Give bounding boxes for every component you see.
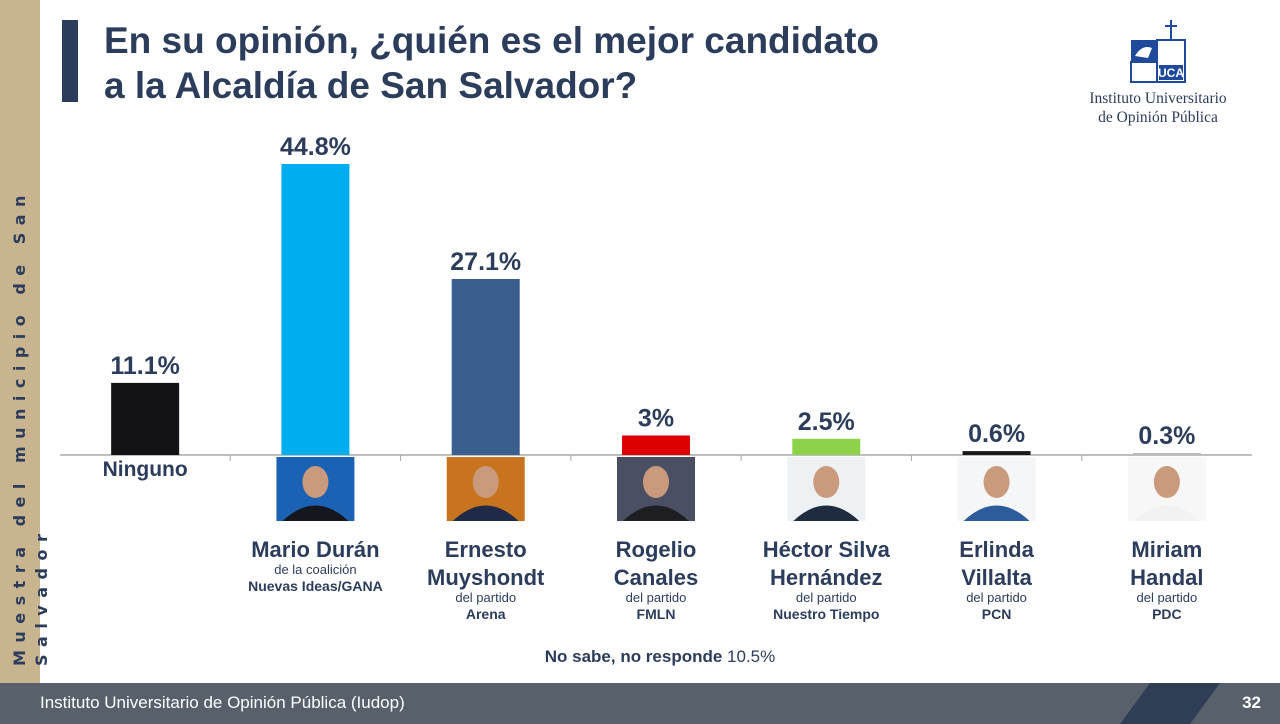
- photo-shoulders: [793, 505, 860, 521]
- candidate-name: Villalta: [961, 565, 1032, 590]
- party-prefix: del partido: [1136, 590, 1197, 605]
- page-number: 32: [1242, 693, 1261, 712]
- data-label: 44.8%: [280, 133, 351, 161]
- party-prefix: del partido: [796, 590, 857, 605]
- footer-text: Instituto Universitario de Opinión Públi…: [40, 693, 405, 712]
- party-prefix: del partido: [626, 590, 687, 605]
- candidate-name: Canales: [614, 565, 698, 590]
- party-prefix: del partido: [966, 590, 1027, 605]
- footnote: No sabe, no responde 10.5%: [545, 647, 776, 666]
- photo-face: [1153, 466, 1180, 498]
- party-name: PDC: [1152, 606, 1182, 622]
- logo-line-1: Instituto Universitario: [1089, 90, 1227, 107]
- photo-shoulders: [282, 505, 349, 521]
- photo-shoulders: [623, 505, 689, 521]
- candidate-name: Erlinda: [959, 537, 1034, 562]
- svg-text:UCA: UCA: [1158, 66, 1184, 80]
- photo-face: [472, 466, 499, 498]
- party-name: PCN: [982, 606, 1012, 622]
- data-label: 11.1%: [110, 352, 180, 380]
- bar: [111, 382, 180, 455]
- party-name: Nuevas Ideas/GANA: [248, 578, 383, 594]
- bar: [451, 278, 520, 455]
- data-label: 27.1%: [450, 248, 521, 276]
- party-name: Nuestro Tiempo: [773, 606, 879, 622]
- title-line-2: a la Alcaldía de San Salvador?: [104, 65, 638, 106]
- bar: [622, 435, 690, 455]
- bar: [1132, 453, 1201, 455]
- uca-logo-icon: UCA: [1130, 20, 1186, 83]
- photo-face: [813, 466, 840, 498]
- candidate-name: Rogelio: [616, 537, 697, 562]
- category-label: Ninguno: [103, 458, 188, 481]
- bar: [792, 438, 861, 455]
- sidebar-band: [0, 0, 40, 683]
- data-label: 0.6%: [968, 420, 1025, 448]
- party-prefix: de la coalición: [274, 562, 356, 577]
- title-line-1: En su opinión, ¿quién es el mejor candid…: [104, 20, 880, 61]
- candidate-name: Héctor Silva: [763, 537, 891, 562]
- photo-shoulders: [452, 505, 519, 521]
- candidate-name: Muyshondt: [427, 565, 545, 590]
- candidate-name: Ernesto: [445, 537, 527, 562]
- candidate-name: Handal: [1130, 565, 1203, 590]
- footer-accent-shape: [1120, 683, 1220, 724]
- footnote-label: No sabe, no responde: [545, 647, 727, 666]
- party-name: FMLN: [637, 606, 676, 622]
- bar: [962, 451, 1031, 455]
- photo-face: [302, 466, 329, 498]
- photo-face: [643, 466, 669, 498]
- candidate-name: Mario Durán: [251, 537, 379, 562]
- page-title: En su opinión, ¿quién es el mejor candid…: [104, 18, 1064, 108]
- footnote-value: 10.5%: [727, 647, 775, 666]
- photo-shoulders: [963, 505, 1030, 521]
- candidate-name: Miriam: [1131, 537, 1202, 562]
- candidate-name: Hernández: [770, 565, 882, 590]
- data-label: 0.3%: [1138, 422, 1195, 450]
- logo-line-2: de Opinión Pública: [1098, 109, 1218, 126]
- logo-caption: Instituto Universitario de Opinión Públi…: [1060, 89, 1256, 127]
- party-prefix: del partido: [455, 590, 516, 605]
- data-label: 3%: [638, 405, 674, 433]
- footer-bar: Instituto Universitario de Opinión Públi…: [0, 683, 1280, 724]
- photo-face: [983, 466, 1010, 498]
- title-accent-bar: [62, 20, 78, 102]
- bar: [281, 164, 350, 455]
- photo-shoulders: [1133, 505, 1200, 521]
- data-label: 2.5%: [798, 408, 855, 436]
- party-name: Arena: [466, 606, 506, 622]
